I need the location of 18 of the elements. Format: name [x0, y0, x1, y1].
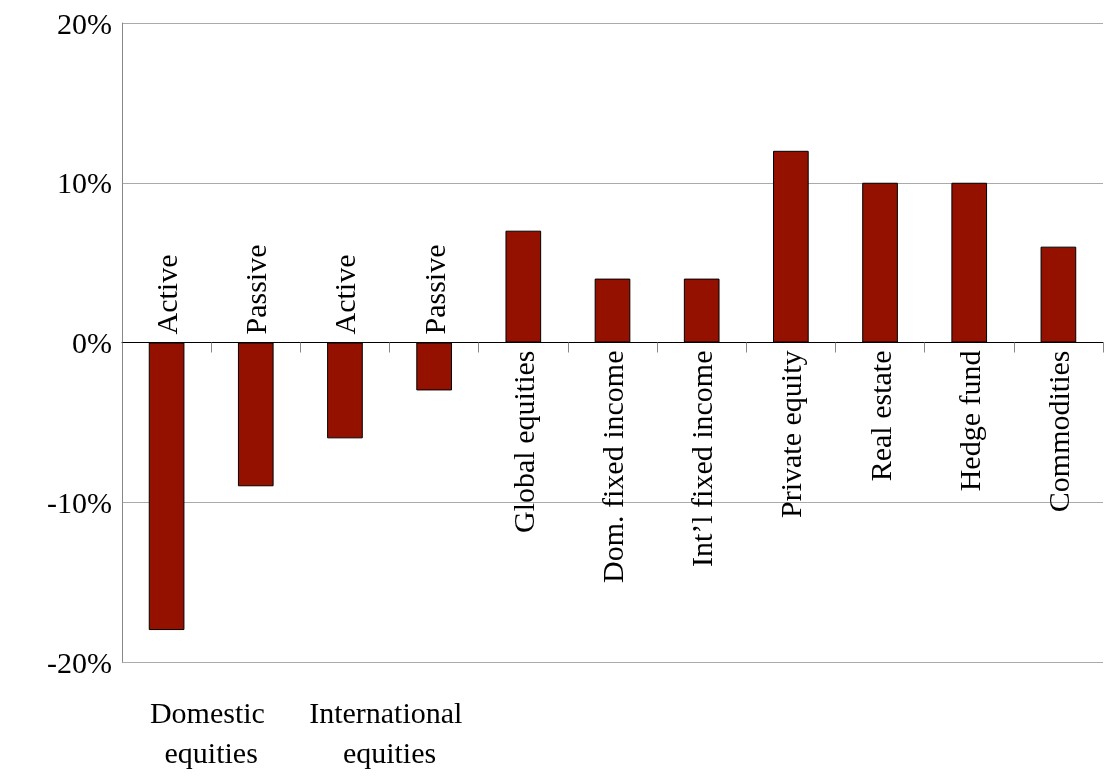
- y-tick-label: 10%: [57, 166, 112, 200]
- x-tick-label: Real estate: [863, 350, 897, 482]
- x-tick-label: Passive: [239, 244, 273, 335]
- x-tick-label: Active: [328, 254, 362, 335]
- x-tick-label: Commodities: [1041, 350, 1075, 513]
- x-tick-label: Int’l fixed income: [685, 350, 719, 568]
- x-tick-label: Dom. fixed income: [596, 350, 629, 583]
- y-tick-label: -10%: [47, 485, 112, 519]
- y-tick-label: 0%: [72, 326, 112, 359]
- text: Domestic equities: [149, 695, 273, 769]
- y-tick-label: -20%: [47, 645, 112, 679]
- x-tick-label: Passive: [417, 244, 451, 335]
- text: International equities: [309, 695, 470, 769]
- y-tick-label: 20%: [57, 6, 112, 40]
- x-tick-label: Active: [150, 254, 184, 335]
- x-tick-label: Private equity: [774, 350, 808, 518]
- x-tick-label: Global equities: [506, 350, 540, 533]
- x-tick-label: Hedge fund: [952, 350, 986, 492]
